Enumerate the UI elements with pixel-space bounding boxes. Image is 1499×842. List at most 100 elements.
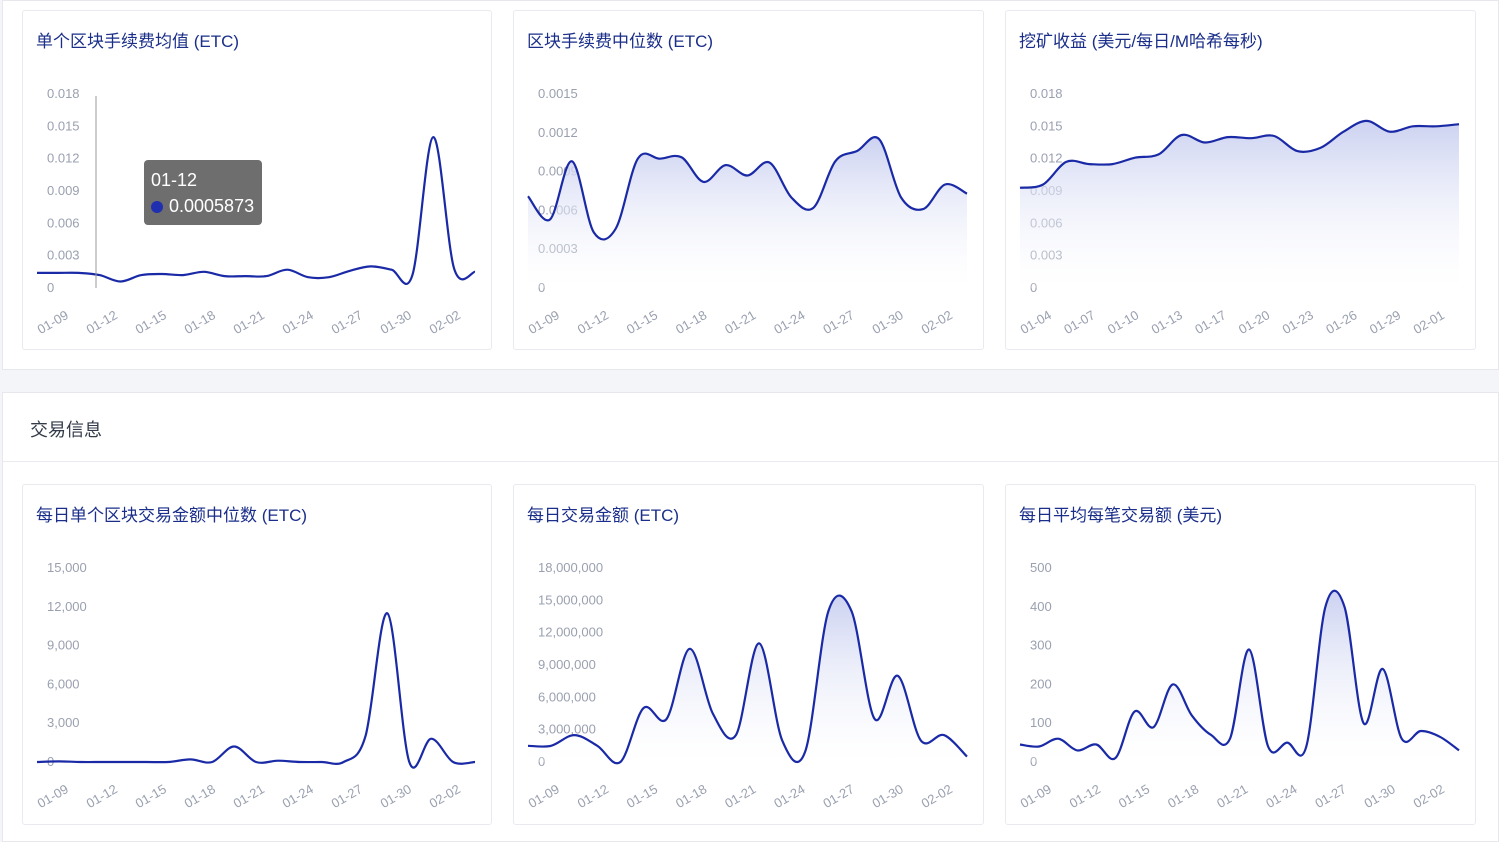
chart-tooltip: 01-12 0.0005873 [144, 160, 263, 225]
x-tick-label: 01-18 [1165, 781, 1201, 811]
y-tick-label: 12,000,000 [538, 625, 603, 640]
x-tick-label: 01-12 [1067, 781, 1103, 811]
y-tick-label: 300 [1030, 638, 1052, 653]
x-tick-label: 01-15 [133, 307, 169, 337]
x-tick-label: 01-09 [35, 781, 71, 811]
x-tick-label: 01-27 [820, 307, 856, 337]
chart-card-median-tx-amount: 每日单个区块交易金额中位数 (ETC) 0 3,000 6,000 9,000 12,0… [22, 484, 492, 825]
y-tick-label: 12,000 [47, 599, 87, 614]
y-tick-label: 0.009 [47, 183, 80, 198]
chart-median-fee[interactable]: 00.00030.00060.00090.00120.001501-0901-1… [514, 11, 984, 350]
x-tick-label: 01-24 [280, 781, 316, 811]
x-tick-label: 01-04 [1018, 307, 1054, 337]
x-tick-label: 01-29 [1367, 307, 1403, 337]
y-tick-label: 0 [47, 280, 54, 295]
x-tick-label: 01-15 [624, 781, 660, 811]
x-tick-label: 01-15 [624, 307, 660, 337]
y-tick-label: 9,000 [47, 638, 80, 653]
series-area [1020, 120, 1459, 289]
x-tick-label: 01-18 [673, 781, 709, 811]
y-tick-label: 18,000,000 [538, 560, 603, 575]
chart-title: 单个区块手续费均值 (ETC) [36, 32, 240, 51]
y-tick-label: 100 [1030, 715, 1052, 730]
x-tick-label: 01-12 [84, 781, 120, 811]
x-tick-label: 01-21 [1214, 781, 1250, 811]
x-tick-label: 01-24 [280, 307, 316, 337]
x-tick-label: 01-24 [771, 781, 807, 811]
series-line [36, 612, 476, 769]
x-tick-label: 01-27 [329, 307, 365, 337]
series-line [1019, 589, 1460, 761]
y-tick-label: 0.012 [1030, 151, 1063, 166]
x-tick-label: 01-20 [1236, 307, 1272, 337]
y-tick-label: 500 [1030, 560, 1052, 575]
tooltip-value: 0.0005873 [169, 196, 255, 216]
x-tick-label: 02-02 [919, 307, 955, 337]
x-tick-label: 01-21 [722, 781, 758, 811]
series-line [527, 594, 968, 765]
x-tick-label: 01-23 [1280, 307, 1316, 337]
y-tick-label: 0.018 [47, 86, 80, 101]
y-tick-label: 15,000 [47, 560, 87, 575]
x-tick-label: 01-18 [182, 781, 218, 811]
section-divider [2, 461, 1499, 462]
x-tick-label: 01-27 [820, 781, 856, 811]
y-tick-label: 0.015 [47, 118, 80, 133]
y-tick-label: 6,000 [47, 676, 80, 691]
x-tick-label: 01-09 [35, 307, 71, 337]
x-tick-label: 01-24 [1263, 781, 1299, 811]
x-tick-label: 01-30 [378, 781, 414, 811]
x-tick-label: 01-21 [231, 781, 267, 811]
chart-card-mining-revenue: 挖矿收益 (美元/每日/M哈希每秒) 00.0030.0060.0090.012… [1005, 10, 1476, 350]
chart-daily-tx-amount[interactable]: 03,000,0006,000,0009,000,00012,000,00015… [514, 485, 984, 825]
y-tick-label: 6,000,000 [538, 689, 596, 704]
x-tick-label: 01-24 [771, 307, 807, 337]
y-tick-label: 0.006 [47, 215, 80, 230]
y-tick-label: 0.0012 [538, 125, 578, 140]
chart-mining-revenue[interactable]: 00.0030.0060.0090.0120.0150.01801-0401-0… [1006, 11, 1476, 350]
tooltip-row: 0.0005873 [151, 193, 254, 219]
x-tick-label: 02-02 [427, 781, 463, 811]
x-tick-label: 01-10 [1105, 307, 1141, 337]
x-tick-label: 01-07 [1061, 307, 1097, 337]
x-tick-label: 01-27 [329, 781, 365, 811]
y-tick-label: 0.0015 [538, 86, 578, 101]
x-tick-label: 01-15 [1116, 781, 1152, 811]
y-tick-label: 9,000,000 [538, 657, 596, 672]
x-tick-label: 01-30 [1361, 781, 1397, 811]
section-title: 交易信息 [30, 420, 102, 440]
series-area [1020, 590, 1459, 762]
x-tick-label: 01-30 [869, 781, 905, 811]
chart-card-daily-tx-amount: 每日交易金额 (ETC) 03,000,0006,000,0009,000,00… [513, 484, 984, 825]
x-tick-label: 01-18 [673, 307, 709, 337]
series-area [528, 137, 967, 288]
series-line [1019, 119, 1460, 189]
x-tick-label: 01-15 [133, 781, 169, 811]
x-tick-label: 01-27 [1312, 781, 1348, 811]
series-line [36, 135, 476, 285]
tooltip-date: 01-12 [151, 170, 198, 190]
chart-title: 每日平均每笔交易额 (美元) [1019, 506, 1223, 525]
x-tick-label: 01-21 [231, 307, 267, 337]
y-tick-label: 3,000,000 [538, 722, 596, 737]
x-tick-label: 02-02 [1411, 781, 1447, 811]
y-tick-label: 0.012 [47, 151, 80, 166]
y-tick-label: 0.018 [1030, 86, 1063, 101]
series-line [527, 136, 968, 241]
x-tick-label: 01-17 [1192, 307, 1228, 337]
chart-title: 每日交易金额 (ETC) [527, 506, 680, 525]
series-dot-icon [151, 201, 163, 213]
x-tick-label: 01-09 [1018, 781, 1054, 811]
x-tick-label: 01-30 [378, 307, 414, 337]
x-tick-label: 01-12 [84, 307, 120, 337]
chart-avg-fee[interactable]: 0 0.003 0.006 0.009 0.012 0.015 0.018 01-09 01-1… [23, 11, 492, 350]
chart-avg-tx-usd[interactable]: 010020030040050001-0901-1201-1501-1801-2… [1006, 485, 1476, 825]
y-tick-label: 0.015 [1030, 118, 1063, 133]
x-tick-label: 02-01 [1411, 307, 1447, 337]
chart-title: 区块手续费中位数 (ETC) [527, 32, 714, 51]
x-tick-label: 01-18 [182, 307, 218, 337]
y-tick-label: 3,000 [47, 715, 80, 730]
x-tick-label: 01-30 [869, 307, 905, 337]
x-tick-label: 01-09 [526, 307, 562, 337]
